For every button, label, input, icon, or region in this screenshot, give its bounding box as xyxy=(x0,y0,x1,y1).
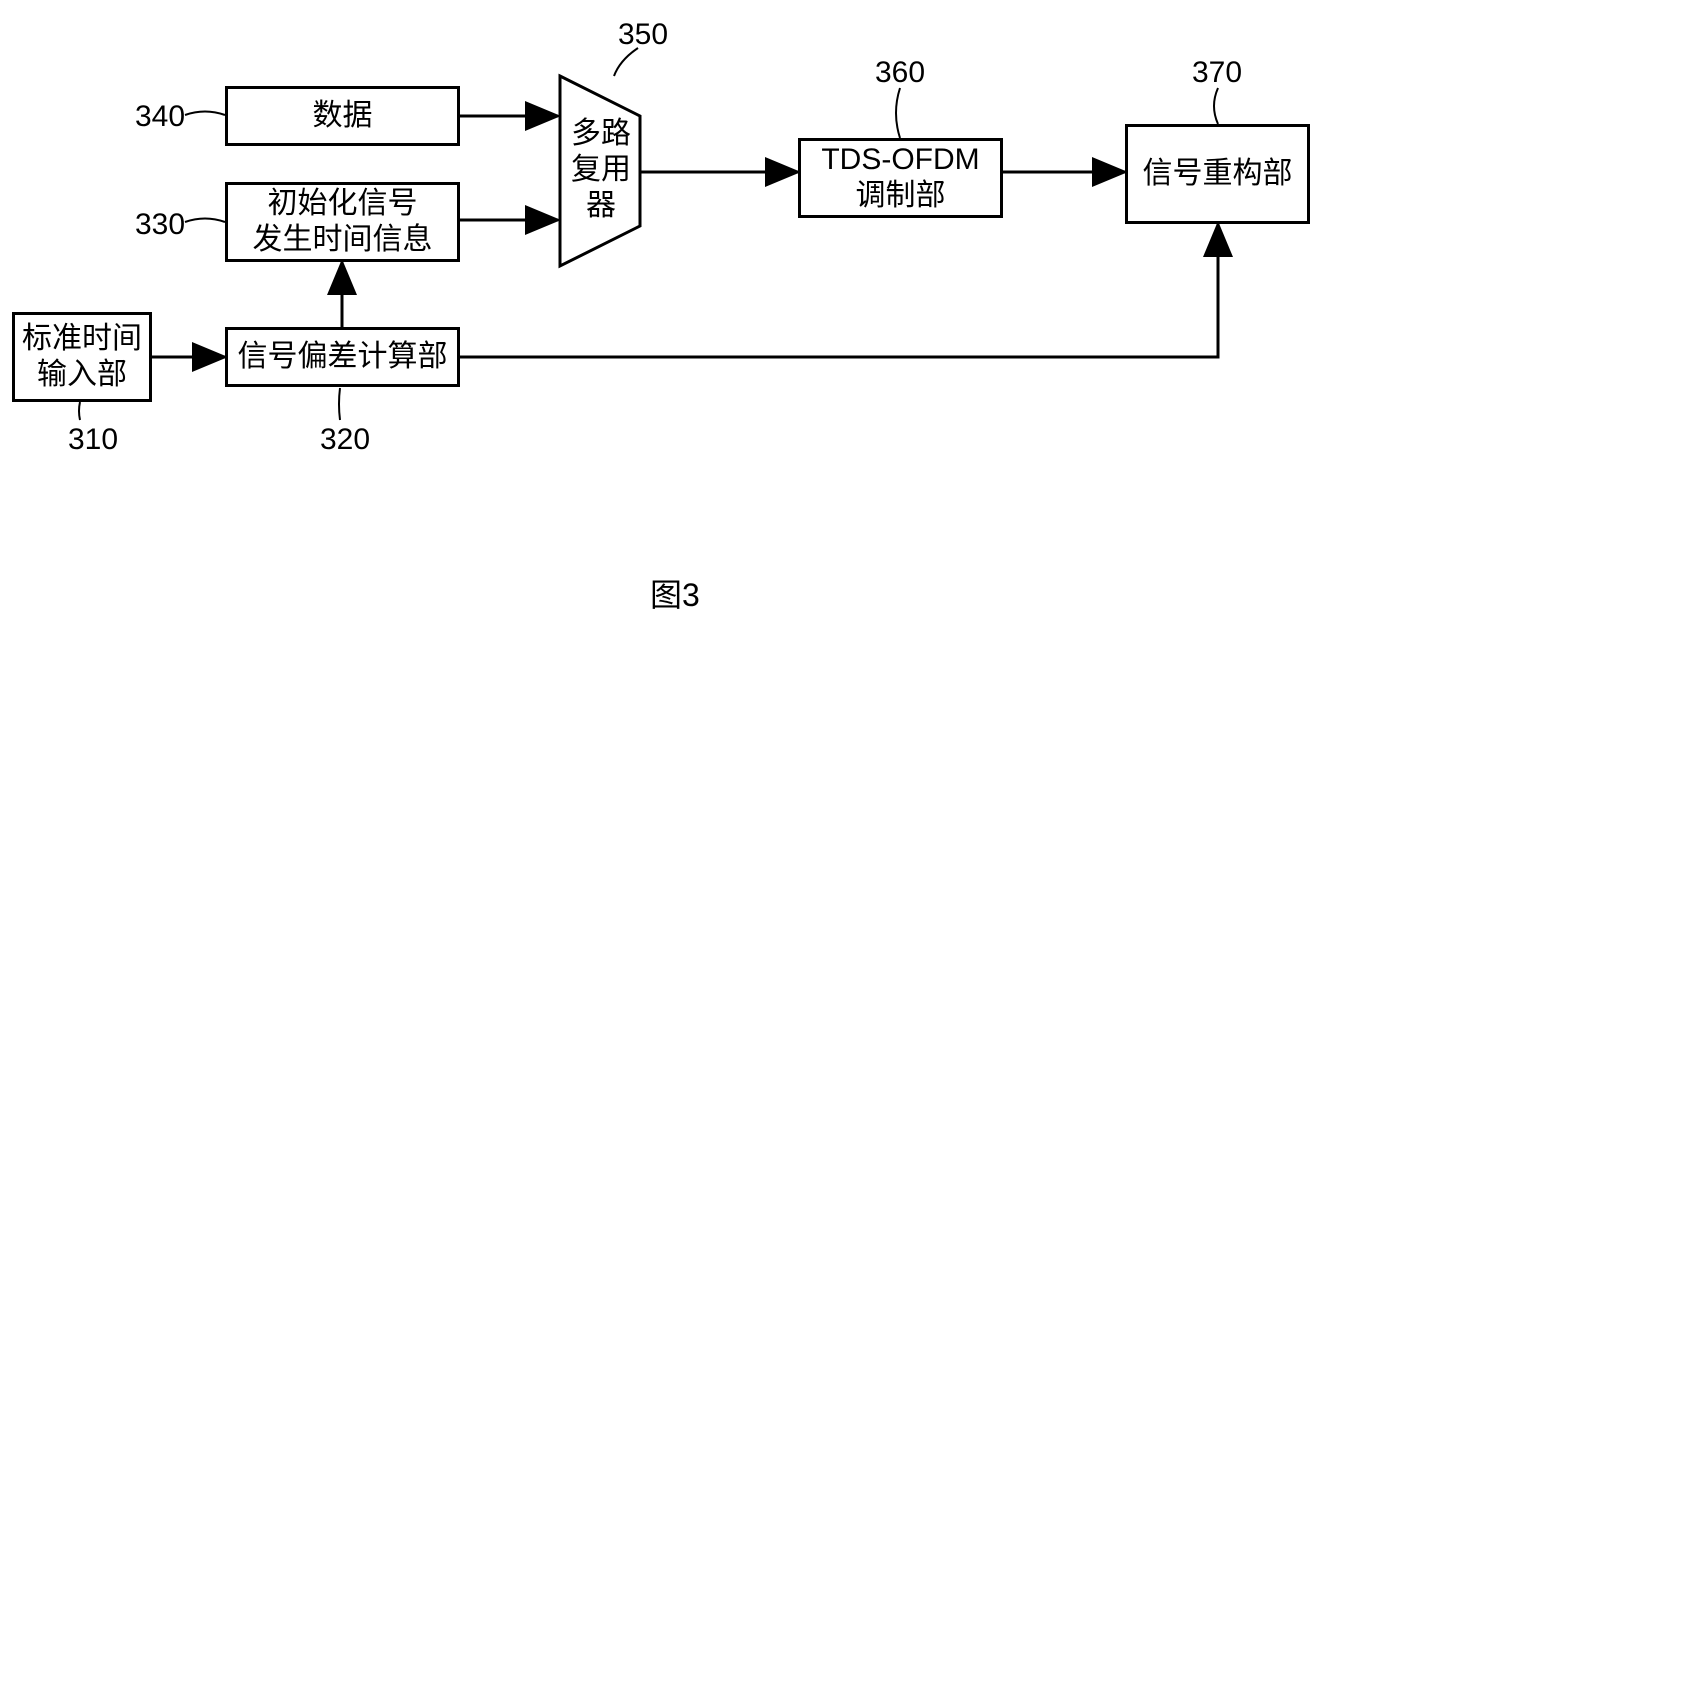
block-340-text: 数据 xyxy=(313,98,373,134)
block-350-text: 多路复用器 xyxy=(571,116,631,224)
block-diagram: 标准时间输入部 信号偏差计算部 初始化信号发生时间信息 数据 多路复用器 TDS… xyxy=(0,0,1690,1696)
leader-310 xyxy=(79,402,80,420)
block-320-text: 信号偏差计算部 xyxy=(238,339,448,375)
leader-320 xyxy=(339,388,340,420)
block-320: 信号偏差计算部 xyxy=(225,327,460,387)
label-340: 340 xyxy=(135,100,185,134)
label-360: 360 xyxy=(875,56,925,90)
label-350: 350 xyxy=(618,18,668,52)
block-370: 信号重构部 xyxy=(1125,124,1310,224)
block-330-text: 初始化信号发生时间信息 xyxy=(253,186,433,258)
label-320: 320 xyxy=(320,423,370,457)
block-310: 标准时间输入部 xyxy=(12,312,152,402)
block-350-text-wrap: 多路复用器 xyxy=(565,110,637,230)
label-310: 310 xyxy=(68,423,118,457)
block-330: 初始化信号发生时间信息 xyxy=(225,182,460,262)
leader-360 xyxy=(896,88,900,138)
edge-320-370 xyxy=(460,224,1218,357)
block-310-text: 标准时间输入部 xyxy=(22,321,142,393)
block-370-text: 信号重构部 xyxy=(1143,156,1293,192)
leader-370 xyxy=(1214,88,1218,124)
leader-340 xyxy=(185,112,225,116)
block-360-text: TDS-OFDM调制部 xyxy=(821,142,979,214)
block-340: 数据 xyxy=(225,86,460,146)
label-330: 330 xyxy=(135,208,185,242)
figure-caption: 图3 xyxy=(650,570,700,616)
leader-330 xyxy=(185,219,225,223)
leader-350 xyxy=(614,48,638,76)
block-360: TDS-OFDM调制部 xyxy=(798,138,1003,218)
label-370: 370 xyxy=(1192,56,1242,90)
